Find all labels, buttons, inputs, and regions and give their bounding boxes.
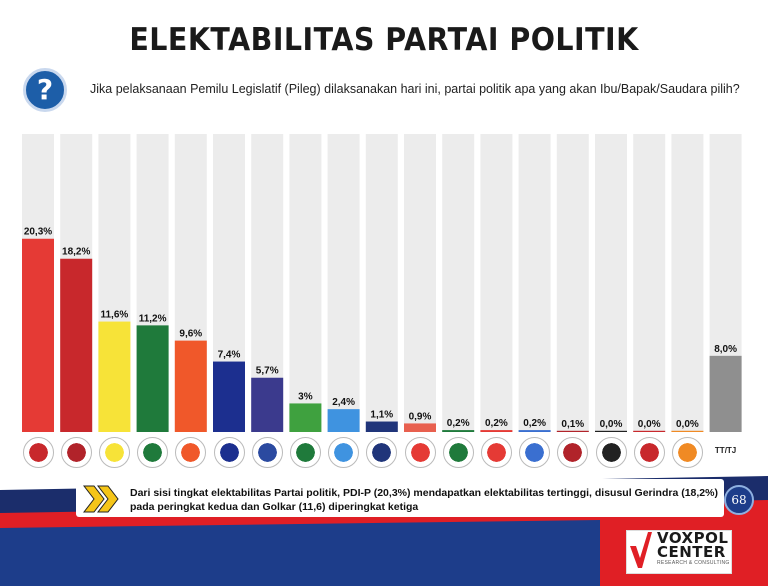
data-label: 0,0% [676, 419, 699, 430]
check-icon [630, 532, 652, 568]
party-logo-icon [557, 437, 589, 468]
bar-background [595, 134, 627, 432]
page-number: 68 [724, 485, 754, 515]
data-label: 0,1% [561, 419, 584, 430]
data-label: 11,6% [100, 310, 128, 321]
note-box [76, 479, 724, 517]
bar-background [442, 134, 475, 432]
data-label: 18,2% [62, 247, 90, 258]
data-label: 9,6% [179, 329, 202, 340]
question-icon: ? [23, 68, 67, 112]
tt-tj-label: TT/TJ [714, 446, 737, 455]
party-logo-icon [519, 437, 551, 468]
bar-background [556, 134, 589, 432]
party-logo-icon [175, 437, 207, 468]
data-label: 0,2% [447, 418, 470, 429]
bar-gerindra [60, 258, 93, 432]
page-title: ELEKTABILITAS PARTAI POLITIK [129, 22, 639, 58]
data-label: 0,0% [638, 419, 661, 430]
party-logo-icon [480, 437, 512, 468]
brand-subtitle: RESEARCH & CONSULTING [657, 560, 730, 566]
summary-note: Dari sisi tingkat elektabilitas Partai p… [130, 487, 718, 513]
bar-background [404, 134, 436, 432]
bar-chart: 20,3% 18,2% 11,6% 11,2% 9,6% 7,4% 5,7% 3% 2,4% 1,… [22, 134, 742, 432]
party-logo-icon [366, 437, 398, 468]
party-logo-icon [60, 437, 92, 468]
bar-berkarya [556, 430, 589, 432]
bar-pkpi [595, 430, 627, 432]
bar-partai-ummat [671, 430, 704, 432]
bar-pks [174, 340, 207, 432]
bar-pdi-p [22, 238, 54, 432]
party-logo-icon [328, 437, 360, 468]
bar-perindo [365, 421, 398, 432]
bar-garuda [518, 430, 551, 432]
party-logo-icon [442, 437, 474, 468]
data-label: 11,2% [139, 313, 167, 324]
data-label: 0,9% [409, 411, 432, 422]
party-logo-icon [98, 437, 130, 468]
data-label: 1,1% [370, 410, 393, 421]
party-logo-icon [289, 437, 321, 468]
party-logo-icon [671, 437, 703, 468]
data-label: 0,0% [600, 419, 623, 430]
bar-pbb [442, 430, 475, 432]
bar-pan [327, 409, 360, 432]
brand-line2: CENTER [657, 543, 726, 561]
bar-background [365, 134, 398, 432]
bar-tt-tj [709, 355, 742, 432]
data-label: 2,4% [332, 397, 355, 408]
party-logo-icon [633, 437, 665, 468]
bar-psi [480, 430, 513, 432]
bar-background [480, 134, 513, 432]
bar-pkb [136, 325, 169, 432]
bar-background [327, 134, 360, 432]
bar-hanura [404, 423, 436, 432]
brand-line1: VOXPOL [657, 529, 729, 547]
party-logo-icon [251, 437, 283, 468]
data-label: 7,4% [218, 350, 241, 361]
bar-demokrat [251, 377, 284, 432]
data-label: 5,7% [256, 366, 279, 377]
bar-golkar [98, 321, 131, 432]
bar-gelora [633, 430, 666, 432]
data-label: 0,2% [485, 418, 508, 429]
survey-question: Jika pelaksanaan Pemilu Legislatif (Pile… [90, 82, 740, 96]
bar-background [518, 134, 551, 432]
party-logo-icon [137, 437, 169, 468]
bar-ppp [289, 403, 322, 432]
party-logo-icon [404, 437, 436, 468]
bar-background [671, 134, 704, 432]
data-label: 20,3% [24, 227, 52, 238]
data-label: 3% [298, 391, 313, 402]
party-logo-icon [22, 437, 54, 468]
bar-nasdem [213, 361, 245, 432]
bar-background [289, 134, 322, 432]
chevron-right-icon [82, 485, 119, 513]
brand-name: VOXPOL CENTER [657, 529, 729, 561]
party-logo-icon [213, 437, 245, 468]
data-label: 8,0% [714, 344, 737, 355]
data-label: 0,2% [523, 418, 546, 429]
bar-background [633, 134, 666, 432]
party-logo-icon [595, 437, 627, 468]
